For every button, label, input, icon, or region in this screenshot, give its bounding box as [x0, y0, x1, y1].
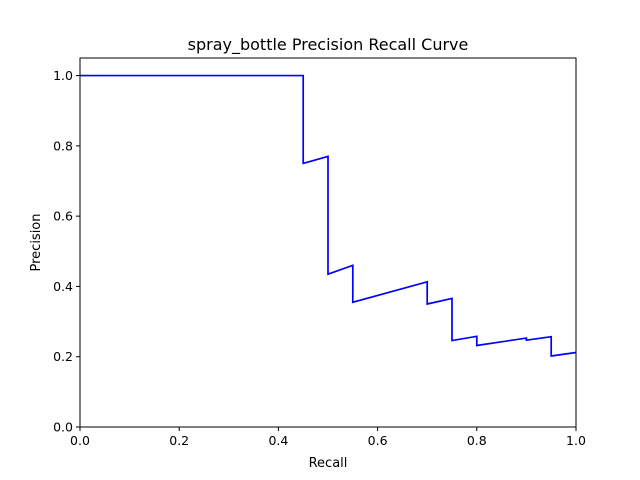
series-line: [80, 74, 577, 357]
plot-frame: [79, 57, 577, 428]
x-tick-label: 1.0: [566, 433, 586, 448]
x-tick-label: 0.0: [70, 433, 90, 448]
y-axis-label: Precision: [29, 213, 44, 271]
y-tick-label: 0.8: [53, 138, 73, 153]
chart-title: spray_bottle Precision Recall Curve: [188, 35, 469, 55]
y-tick-label: 0.6: [53, 209, 73, 224]
x-tick-label: 0.6: [368, 433, 388, 448]
x-tick-label: 0.8: [467, 433, 487, 448]
x-axis-label: Recall: [309, 456, 348, 471]
x-axis-ticks: 0.0 0.2 0.4 0.6 0.8 1.0: [70, 427, 586, 448]
y-tick-label: 0.0: [53, 420, 73, 435]
x-tick-label: 0.4: [268, 433, 288, 448]
x-tick-label: 0.2: [169, 433, 189, 448]
y-tick-label: 0.4: [53, 279, 73, 294]
y-tick-label: 1.0: [53, 68, 73, 83]
y-axis-ticks: 0.0 0.2 0.4 0.6 0.8 1.0: [53, 68, 80, 435]
y-tick-label: 0.2: [53, 349, 73, 364]
